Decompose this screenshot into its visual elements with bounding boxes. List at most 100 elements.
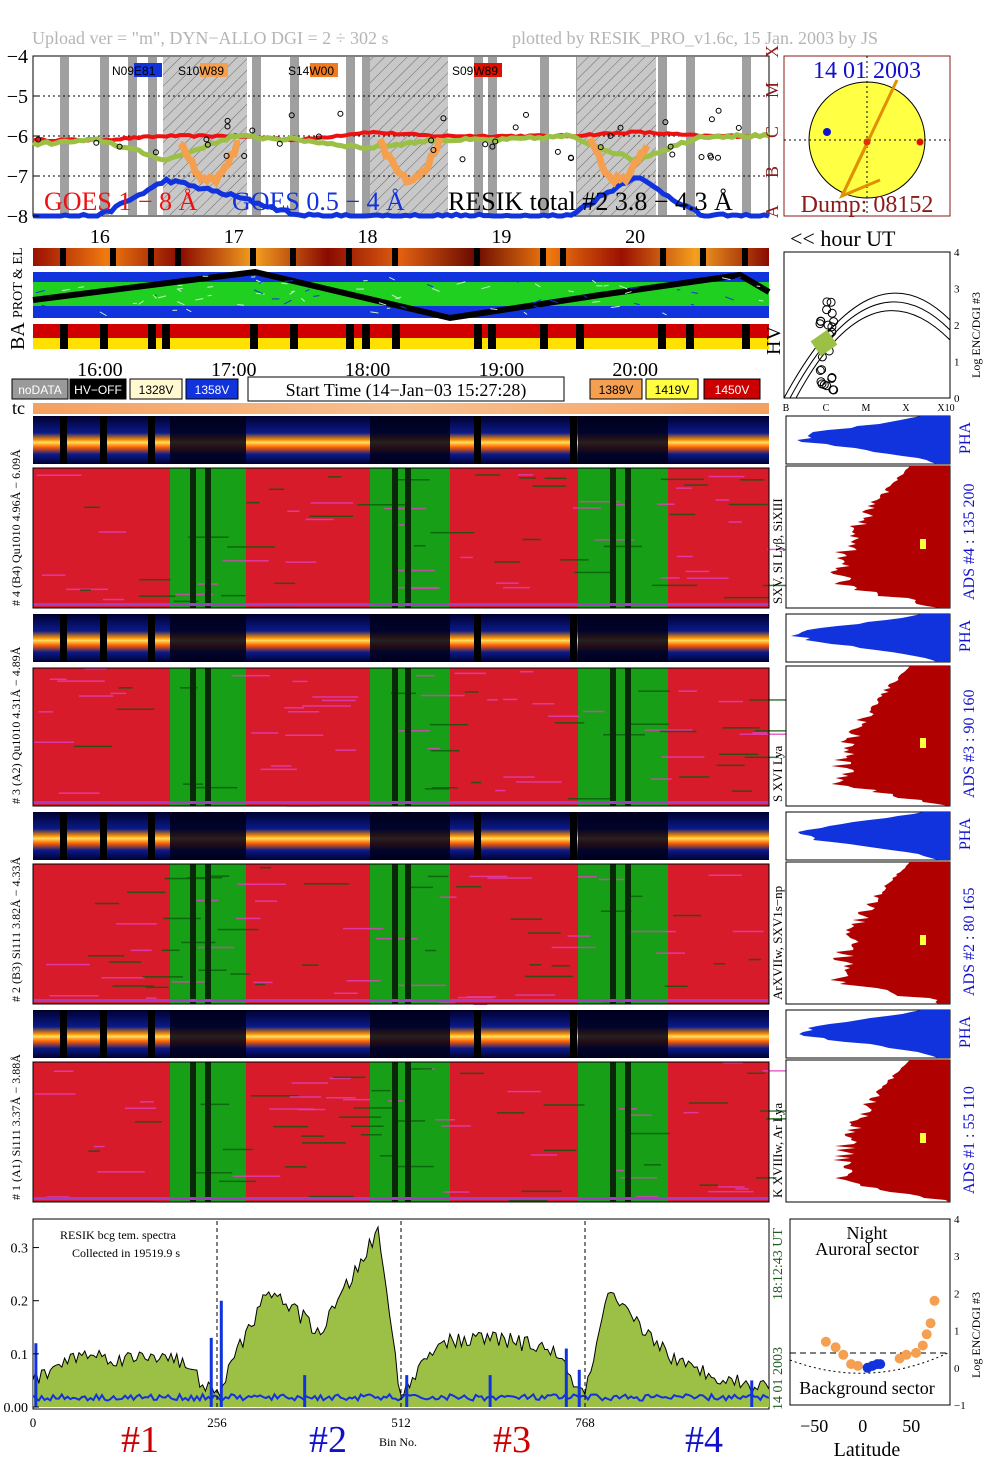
spectrogram-streak (544, 477, 567, 480)
spectrogram-frame (32, 863, 770, 1005)
spectrum-ytick-label: 0.1 (11, 1348, 29, 1363)
spectrogram-streak (749, 699, 787, 701)
spectrogram-streak (532, 485, 566, 487)
spectrogram-streak (722, 727, 760, 729)
ba-gap (362, 324, 370, 349)
spectrogram-streak (487, 877, 532, 879)
resik-outlier (512, 124, 519, 131)
spectrogram-dark-column (405, 468, 411, 608)
spectrogram-streak (567, 935, 591, 937)
prot-noise (620, 309, 630, 314)
spectrogram-streak (398, 524, 410, 526)
latitude-ytick-label: 0 (954, 1363, 960, 1375)
latitude-point-auroral (911, 1347, 922, 1358)
region-label: S10W89 (178, 64, 224, 78)
spectrogram-streak (508, 1199, 548, 1202)
latitude-ticks: −50 0 50 −1 0 1 2 3 4 (800, 1214, 966, 1436)
spectrogram-streak (301, 1135, 325, 1137)
channel-3: # 3 (A2) Qu1010 4.31Å − 4.89Å PHA S XVI Ly… (9, 613, 978, 807)
pha-gap (100, 812, 107, 860)
spectrogram-streak (371, 1089, 391, 1092)
spectrogram-streak (232, 1175, 281, 1177)
legend-resik: RESIK total #2 3.8 − 4.3 Å (448, 187, 733, 216)
hv-circle (815, 366, 825, 375)
prot-noise (258, 279, 268, 284)
ba-gap (540, 324, 548, 349)
pha-gap (60, 812, 67, 860)
spectrogram-streak (728, 503, 768, 506)
sun-point-red (916, 138, 924, 146)
hv-ytick: 4 (954, 247, 960, 259)
latitude-xlabel: Latitude (834, 1439, 901, 1461)
spectrogram-streak (719, 753, 759, 755)
hv-legend-label: 1450V (715, 383, 750, 397)
pha-gap (148, 614, 155, 662)
el-gap (742, 248, 748, 266)
spectrogram-streak (102, 598, 125, 601)
pha-histogram (790, 416, 950, 464)
hv-ytick: 3 (954, 284, 960, 296)
spectrogram-streak (752, 732, 768, 734)
prot-noise (195, 298, 204, 301)
goes-ytick-label: −5 (7, 86, 28, 108)
line-label: ArXVIIw, SXV1s−np (770, 886, 785, 1000)
ads-label: ADS #4 : 135 200 (961, 484, 978, 600)
hv-legend-label: HV−OFF (74, 383, 122, 397)
spectrogram-dark-column (205, 864, 211, 1004)
spectrogram-streak (519, 671, 534, 673)
channel-2: # 2 (B3) Si111 3.82Å − 4.33Å PHA ArXVIIw, … (9, 811, 978, 1006)
time-tick-label: 16:00 (77, 359, 123, 381)
latitude-point-auroral (852, 1360, 863, 1371)
resik-outlier (735, 124, 742, 131)
ba-gap (488, 324, 496, 349)
spectrogram-streak (285, 561, 317, 563)
spectrogram-streak (413, 545, 426, 547)
spectrogram-streak (251, 1095, 300, 1097)
latitude-point-background (875, 1359, 886, 1370)
line-label: K XVIIIw, Ar Lya (770, 1103, 785, 1198)
spectrum-side-time: 18:12:43 UT (771, 1228, 786, 1300)
prot-noise (533, 305, 541, 309)
spectrogram-streak (728, 521, 742, 523)
spectrogram-streak (127, 891, 166, 894)
latitude-xtick-label: 50 (902, 1416, 920, 1436)
spectrogram-bottom-band (33, 801, 769, 804)
prot-noise (510, 279, 519, 283)
spectrogram-streak (335, 749, 357, 751)
spectrogram-streak (288, 711, 320, 713)
hv-circle (815, 319, 825, 329)
spectrogram-streak (379, 1155, 395, 1157)
pha-side-label: PHA (957, 422, 974, 454)
spectrogram-streak (543, 1149, 577, 1152)
prot-noise (186, 308, 192, 313)
spectrogram-streak (516, 781, 562, 783)
goes-yticks: −4 −5 −6 −7 −8 (7, 46, 39, 228)
spectrogram-streak (255, 900, 278, 902)
spectrogram-streak (430, 750, 460, 752)
spectrogram-streak (222, 1148, 253, 1151)
resik-outlier (249, 127, 256, 134)
spectrogram-streak (459, 1072, 485, 1075)
goes-ytick-label: −6 (7, 126, 28, 148)
prot-noise (385, 273, 391, 278)
spectrogram-dark-column (405, 668, 411, 806)
spectrogram-streak (227, 546, 276, 548)
spectrogram-quiet-region (578, 468, 668, 608)
pha-histogram (790, 1010, 950, 1058)
latitude-xtick-label: 0 (858, 1416, 867, 1436)
hv-legend-label: 1389V (599, 383, 634, 397)
spectrogram-streak (560, 559, 589, 561)
resik-line (31, 131, 770, 163)
spectrogram-streak (708, 475, 745, 478)
spectrogram-streak (755, 1177, 777, 1179)
spectrogram-streak (221, 594, 246, 597)
prot-noise (237, 304, 245, 306)
spectrogram-streak (760, 1110, 809, 1112)
spectrogram-streak (93, 1145, 105, 1148)
spectrogram-streak (139, 595, 176, 597)
prot-noise (292, 311, 299, 315)
spectrogram-streak (644, 729, 693, 731)
ads-marker (920, 935, 926, 945)
spectrogram-streak (237, 883, 286, 885)
